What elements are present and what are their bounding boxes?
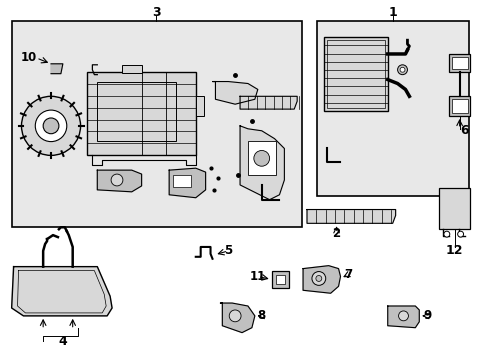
Circle shape: [21, 96, 81, 156]
Polygon shape: [240, 96, 297, 109]
Circle shape: [397, 65, 407, 75]
Polygon shape: [169, 168, 205, 198]
Bar: [316, 21, 468, 196]
Bar: [448, 54, 469, 72]
Bar: [122, 65, 142, 73]
Bar: [173, 175, 190, 187]
Bar: [97, 82, 176, 141]
Bar: [326, 40, 384, 108]
Bar: [438, 188, 469, 229]
Circle shape: [443, 231, 449, 237]
Polygon shape: [12, 267, 112, 316]
Polygon shape: [303, 266, 340, 293]
Text: 2: 2: [332, 227, 340, 240]
Polygon shape: [97, 170, 142, 192]
Text: 7: 7: [344, 268, 352, 281]
Text: 5: 5: [224, 244, 232, 257]
Circle shape: [311, 271, 325, 285]
Circle shape: [253, 150, 269, 166]
Circle shape: [229, 310, 241, 322]
Circle shape: [35, 110, 67, 141]
Polygon shape: [240, 126, 284, 200]
Circle shape: [43, 118, 59, 134]
Polygon shape: [212, 82, 257, 104]
Bar: [12, 21, 302, 227]
Bar: [247, 141, 275, 175]
Text: 10: 10: [20, 51, 37, 64]
Bar: [271, 271, 289, 288]
Circle shape: [399, 67, 404, 72]
Circle shape: [457, 231, 463, 237]
Polygon shape: [220, 303, 254, 333]
Bar: [275, 275, 285, 284]
Polygon shape: [51, 64, 63, 74]
Circle shape: [111, 174, 122, 186]
Text: 11: 11: [249, 270, 265, 283]
Text: 8: 8: [257, 309, 265, 322]
Bar: [87, 72, 195, 156]
Polygon shape: [387, 306, 418, 328]
Bar: [448, 96, 469, 116]
Text: 4: 4: [59, 335, 67, 348]
Text: 9: 9: [422, 309, 430, 322]
Text: 6: 6: [459, 124, 468, 137]
Text: 3: 3: [152, 6, 161, 19]
Circle shape: [315, 275, 321, 282]
Text: 12: 12: [445, 244, 463, 257]
Polygon shape: [306, 210, 395, 223]
Bar: [451, 57, 467, 69]
Circle shape: [398, 311, 407, 321]
Text: 1: 1: [387, 6, 396, 19]
Bar: [323, 37, 387, 111]
Bar: [451, 99, 467, 113]
Bar: [195, 96, 203, 116]
